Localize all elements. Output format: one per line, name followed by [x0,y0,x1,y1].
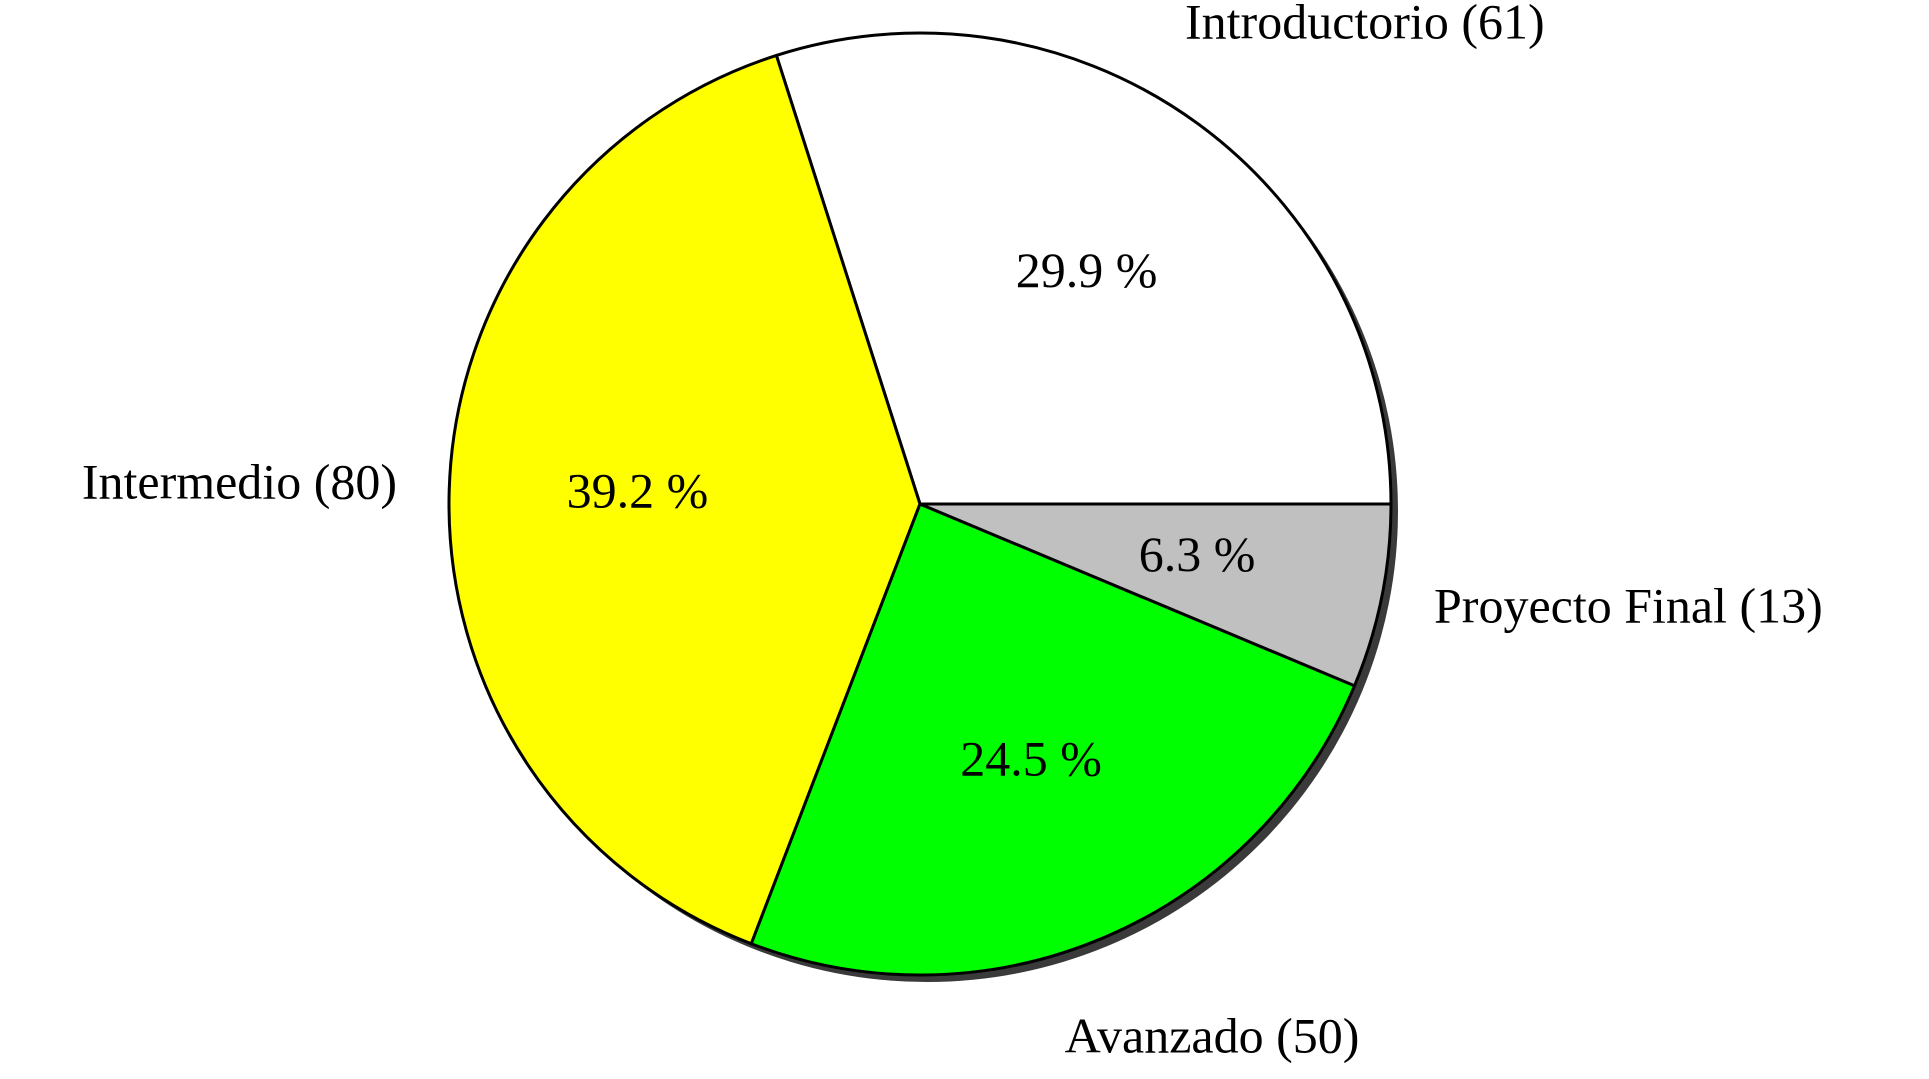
value-label: 29.9 % [1016,242,1158,298]
value-label: 39.2 % [567,462,709,518]
category-label: Proyecto Final (13) [1434,577,1823,633]
pie-slice [447,53,922,946]
category-label: Introductorio (61) [1185,0,1545,49]
value-label: 24.5 % [960,730,1102,786]
category-label: Avanzado (50) [1065,1007,1360,1063]
value-label: 6.3 % [1139,526,1256,582]
pie-slice [918,502,1393,688]
pie-slice [749,502,1357,977]
pie-slice [774,31,1393,506]
category-label: Intermedio (80) [82,453,397,509]
